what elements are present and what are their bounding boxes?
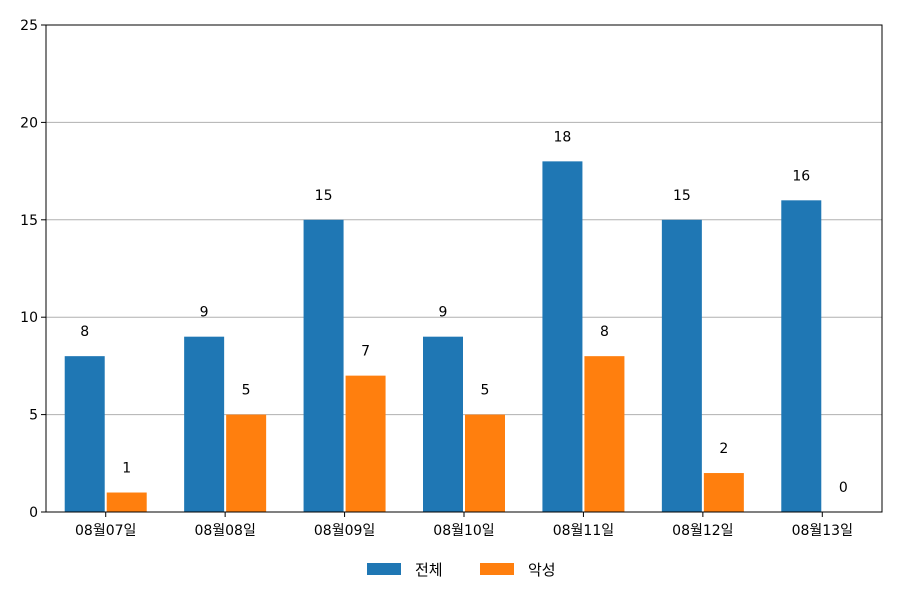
data-label: 5 bbox=[481, 383, 490, 399]
data-label: 1 bbox=[122, 461, 131, 477]
bar bbox=[781, 200, 822, 512]
grid-layer bbox=[46, 121, 882, 416]
data-label: 16 bbox=[792, 168, 810, 184]
data-label: 15 bbox=[315, 188, 333, 204]
y-tick-label: 20 bbox=[20, 115, 38, 131]
legend-swatch bbox=[480, 563, 514, 575]
y-tick-label: 0 bbox=[29, 505, 38, 521]
data-label: 5 bbox=[242, 383, 251, 399]
legend-label: 악성 bbox=[528, 561, 556, 579]
bar bbox=[423, 336, 463, 512]
bar bbox=[584, 356, 625, 512]
bar bbox=[703, 473, 744, 512]
x-tick-label: 08월10일 bbox=[433, 523, 494, 539]
bar bbox=[226, 414, 267, 512]
x-tick-label: 08월11일 bbox=[553, 523, 614, 539]
x-tick-label: 08월13일 bbox=[792, 523, 853, 539]
x-tick-label: 08월09일 bbox=[314, 523, 375, 539]
data-label: 7 bbox=[361, 344, 370, 360]
x-tick-label: 08월07일 bbox=[75, 523, 136, 539]
bar bbox=[64, 356, 105, 512]
legend: 전체 악성 bbox=[367, 561, 556, 579]
x-tick-label: 08월08일 bbox=[194, 523, 255, 539]
y-tick-label: 10 bbox=[20, 310, 38, 326]
bar bbox=[303, 219, 344, 513]
bar bbox=[184, 336, 225, 512]
x-tick-label: 08월12일 bbox=[672, 523, 733, 539]
bar bbox=[345, 375, 386, 512]
y-tick-label: 25 bbox=[20, 18, 38, 34]
bars-layer bbox=[64, 161, 822, 513]
data-label: 8 bbox=[80, 324, 89, 340]
data-label: 9 bbox=[200, 305, 209, 321]
data-label: 8 bbox=[600, 324, 609, 340]
data-labels-layer: 8 1 9 5 15 7 9 5 18 8 15 2 16 0 bbox=[80, 129, 847, 496]
plot-frame bbox=[45, 24, 883, 513]
bar bbox=[661, 219, 702, 513]
data-label: 9 bbox=[439, 305, 448, 321]
data-label: 18 bbox=[554, 129, 572, 145]
legend-label: 전체 bbox=[415, 561, 443, 579]
data-label: 0 bbox=[839, 480, 848, 496]
bar bbox=[465, 414, 505, 512]
y-tick-label: 15 bbox=[20, 213, 38, 229]
data-label: 15 bbox=[673, 188, 691, 204]
bar bbox=[542, 161, 583, 513]
y-tick-label: 5 bbox=[29, 408, 38, 424]
bar bbox=[106, 492, 147, 512]
data-label: 2 bbox=[719, 441, 728, 457]
legend-swatch bbox=[367, 563, 401, 575]
